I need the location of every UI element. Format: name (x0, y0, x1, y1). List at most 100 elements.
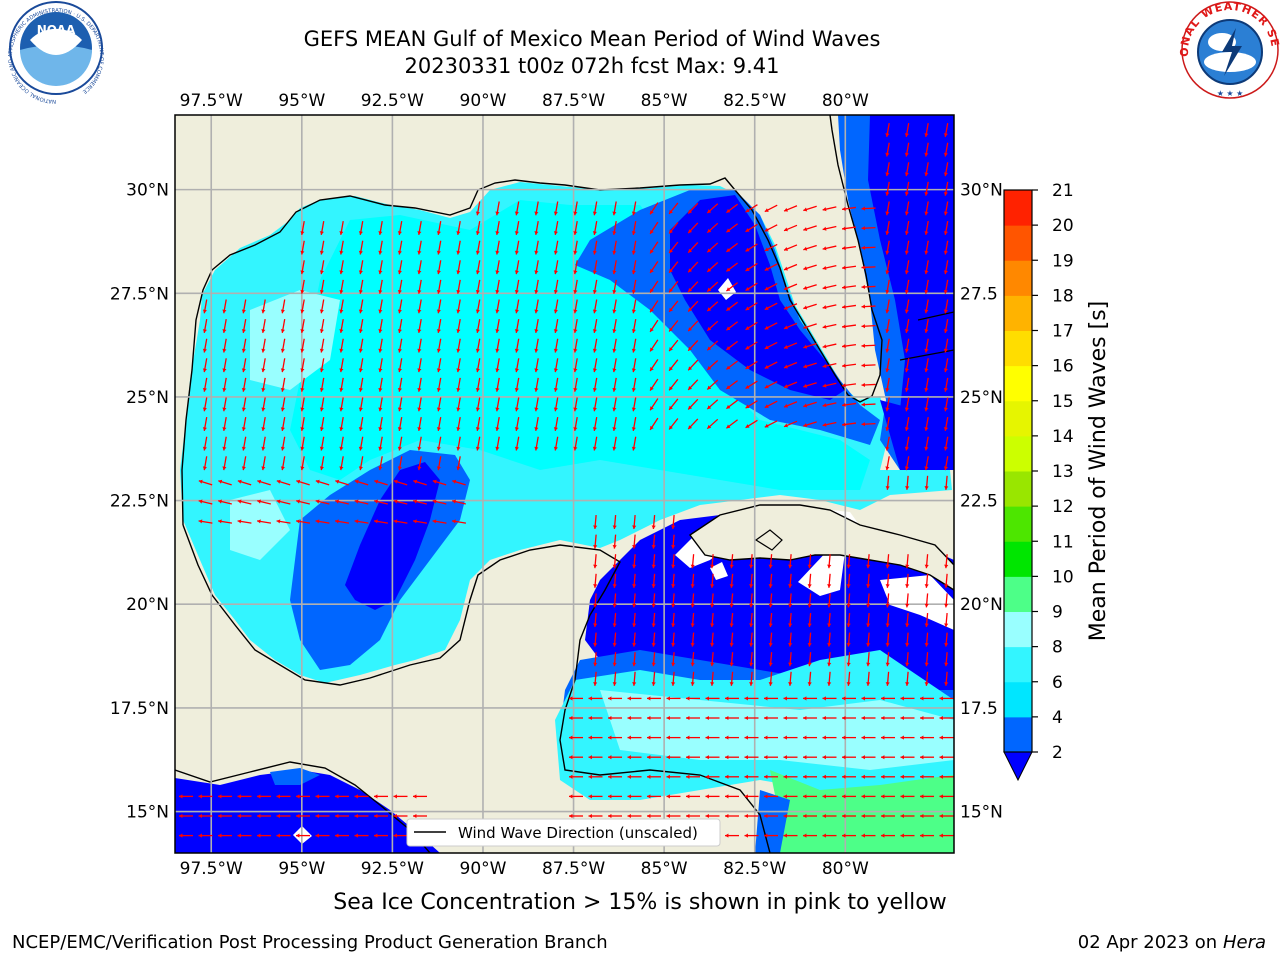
wind-arrow (861, 343, 876, 348)
wind-arrow (690, 671, 695, 686)
wind-arrow (764, 302, 778, 311)
wind-arrow (726, 360, 738, 370)
wind-arrow (706, 222, 719, 234)
wind-arrow (900, 813, 915, 819)
wind-arrow (319, 260, 325, 275)
wind-arrow (939, 774, 954, 779)
wind-arrow (822, 421, 837, 427)
lat-tick-right-5: 27.5 (960, 284, 998, 304)
wind-arrow (943, 416, 949, 432)
wind-arrow (749, 593, 754, 608)
wind-arrow (319, 456, 325, 471)
wind-arrow (612, 554, 617, 569)
wind-arrow (943, 279, 949, 294)
wind-arrow (358, 338, 364, 353)
wind-arrow (280, 338, 286, 353)
wind-arrow (841, 402, 857, 407)
wind-arrow (632, 514, 637, 530)
wind-arrow (866, 632, 871, 647)
wind-arrow (261, 318, 266, 334)
wind-arrow (706, 203, 719, 214)
wind-arrow (475, 318, 481, 334)
wind-arrow (632, 573, 637, 588)
wind-arrow (436, 318, 442, 334)
wind-arrow (803, 342, 817, 349)
wind-arrow (885, 416, 890, 432)
wind-arrow (651, 612, 656, 628)
wind-arrow (841, 422, 857, 427)
wind-arrow (783, 420, 798, 428)
wind-arrow (803, 362, 817, 369)
wind-arrow (612, 220, 617, 236)
wind-arrow (222, 299, 227, 314)
wind-arrow (861, 363, 876, 368)
wind-arrow (612, 260, 617, 275)
wind-arrow (803, 225, 817, 232)
wind-arrow (198, 833, 213, 838)
wind-arrow (822, 363, 837, 368)
wind-arrow (300, 279, 305, 294)
wind-arrow (885, 260, 890, 275)
wind-arrow (475, 260, 481, 275)
wind-arrow (690, 593, 695, 608)
wind-arrow (358, 377, 364, 392)
wind-arrow (705, 735, 720, 740)
colorbar-tick-6: 11 (1052, 532, 1074, 552)
wind-arrow (241, 436, 247, 451)
wind-arrow (475, 397, 481, 412)
wind-arrow (534, 220, 539, 236)
wind-arrow (861, 324, 876, 329)
wind-arrow (553, 220, 559, 236)
wind-arrow (783, 224, 798, 232)
wind-arrow (900, 696, 915, 701)
wind-arrow (257, 833, 271, 838)
wind-arrow (573, 377, 578, 392)
wind-arrow (827, 593, 832, 608)
wind-arrow (514, 299, 520, 314)
wind-arrow (943, 397, 949, 412)
lon-tick-bottom-1: 95°W (278, 859, 325, 879)
wind-arrow (452, 479, 466, 486)
wind-arrow (378, 436, 383, 451)
wind-arrow (241, 377, 247, 392)
wind-arrow (475, 377, 481, 392)
wind-arrow (417, 377, 422, 392)
wind-arrow (827, 652, 832, 667)
wind-arrow (705, 774, 720, 779)
wind-arrow (339, 338, 344, 353)
wind-arrow (706, 301, 719, 312)
wind-arrow (218, 794, 232, 799)
wind-arrow (358, 220, 364, 236)
colorbar-segment-7 (1004, 471, 1032, 507)
wind-arrow (222, 456, 227, 471)
wind-arrow (300, 318, 305, 334)
wind-arrow (631, 377, 637, 392)
wind-arrow (534, 436, 539, 451)
wind-arrow (822, 323, 837, 329)
wind-arrow (943, 162, 949, 177)
wind-arrow (943, 240, 949, 255)
wind-arrow (631, 436, 637, 451)
wind-arrow (939, 696, 954, 701)
wind-arrow (417, 436, 422, 451)
wind-arrow (335, 794, 349, 799)
wind-arrow (726, 282, 738, 292)
wind-arrow (612, 279, 617, 294)
wind-arrow (198, 499, 213, 505)
wind-arrow (671, 612, 676, 628)
wind-arrow (241, 358, 247, 373)
grid-lines (175, 115, 954, 853)
colorbar: 2 4 6 8 9 10 11 12 13 14 15 16 17 18 19 20 21 (1003, 181, 1074, 782)
wind-arrow (725, 774, 739, 779)
wind-arrow (900, 735, 915, 740)
wind-arrow (608, 794, 622, 799)
wind-arrow (905, 652, 910, 667)
host-name: Hera (1222, 932, 1266, 953)
wind-arrow (822, 696, 837, 701)
colorbar-label: Mean Period of Wind Waves [s] (1086, 301, 1111, 641)
wind-arrow (705, 715, 720, 721)
colorbar-tick-10: 15 (1052, 392, 1074, 412)
wind-arrow (920, 794, 934, 799)
wind-arrow (417, 416, 422, 432)
wind-arrow (866, 671, 871, 686)
